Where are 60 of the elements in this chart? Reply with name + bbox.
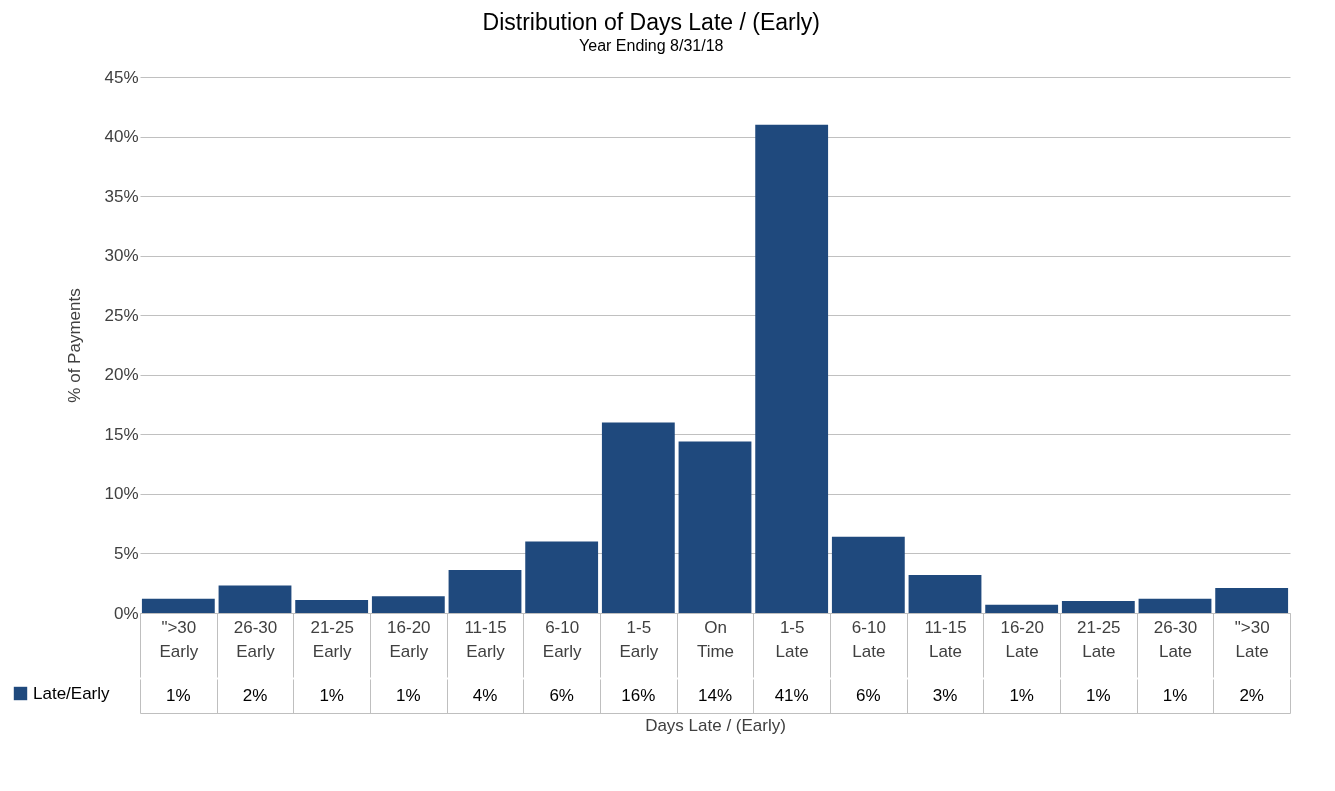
x-tick-label: 16-20 Early — [387, 617, 431, 661]
y-tick-label: 5% — [113, 543, 139, 563]
y-tick-label: 10% — [104, 484, 139, 504]
bar — [831, 536, 905, 613]
data-label: 1% — [166, 686, 191, 705]
data-label: 4% — [472, 686, 498, 705]
data-label: 1% — [1009, 686, 1034, 705]
bar — [985, 604, 1059, 613]
data-label: 16% — [621, 686, 656, 705]
data-label: 41% — [774, 686, 809, 705]
data-label: 1% — [1162, 686, 1188, 705]
data-label: 1% — [1086, 686, 1111, 705]
data-label: 6% — [856, 686, 881, 705]
x-tick-label: 21-25 Late — [1077, 617, 1121, 661]
bar — [678, 441, 752, 613]
y-tick-label: 0% — [113, 603, 139, 623]
data-label: 6% — [549, 686, 574, 705]
y-tick-label: 30% — [104, 246, 139, 266]
x-tick-label: 6-10 Late — [851, 617, 886, 661]
data-label: 14% — [697, 686, 733, 705]
bar — [1138, 598, 1212, 613]
x-tick-label: On Time — [696, 617, 735, 661]
data-label: 3% — [932, 686, 958, 705]
bar — [371, 596, 445, 613]
y-tick-label: 25% — [104, 305, 139, 325]
bar — [908, 574, 982, 613]
x-tick-label: 16-20 Late — [1000, 617, 1044, 661]
bar — [448, 570, 522, 613]
x-tick-label: 21-25 Early — [310, 617, 354, 661]
x-tick-label: ">30 Late — [1234, 617, 1270, 661]
legend-label: Late/Early — [33, 683, 111, 703]
y-axis-title: % of Payments — [65, 288, 85, 403]
y-tick-label: 35% — [104, 186, 139, 206]
x-tick-label: 1-5 Late — [775, 617, 809, 661]
bar — [295, 599, 369, 613]
data-label: 1% — [319, 686, 344, 705]
y-tick-label: 45% — [104, 67, 139, 87]
x-tick-label: 26-30 Late — [1153, 617, 1198, 661]
x-tick-label: 1-5 Early — [619, 617, 659, 661]
bar — [141, 598, 215, 613]
chart-subtitle: Year Ending 8/31/18 — [579, 37, 724, 54]
bar — [1215, 587, 1289, 613]
data-label: 1% — [396, 686, 421, 705]
data-label: 2% — [242, 686, 268, 705]
x-tick-label: 6-10 Early — [542, 617, 583, 661]
bar — [755, 124, 829, 613]
x-tick-label: 11-15 Early — [464, 617, 507, 661]
bar — [218, 585, 292, 613]
y-tick-label: 15% — [104, 424, 139, 444]
x-tick-label: 11-15 Late — [924, 617, 967, 661]
chart-title: Distribution of Days Late / (Early) — [482, 9, 820, 35]
bar — [1061, 601, 1135, 613]
y-tick-label: 20% — [104, 365, 139, 385]
data-label: 2% — [1239, 686, 1264, 705]
bar — [601, 422, 675, 613]
x-axis-title: Days Late / (Early) — [645, 716, 786, 735]
x-tick-label: ">30 Early — [159, 617, 199, 661]
y-tick-label: 40% — [104, 127, 139, 147]
x-tick-label: 26-30 Early — [233, 617, 278, 661]
bar — [525, 541, 599, 613]
